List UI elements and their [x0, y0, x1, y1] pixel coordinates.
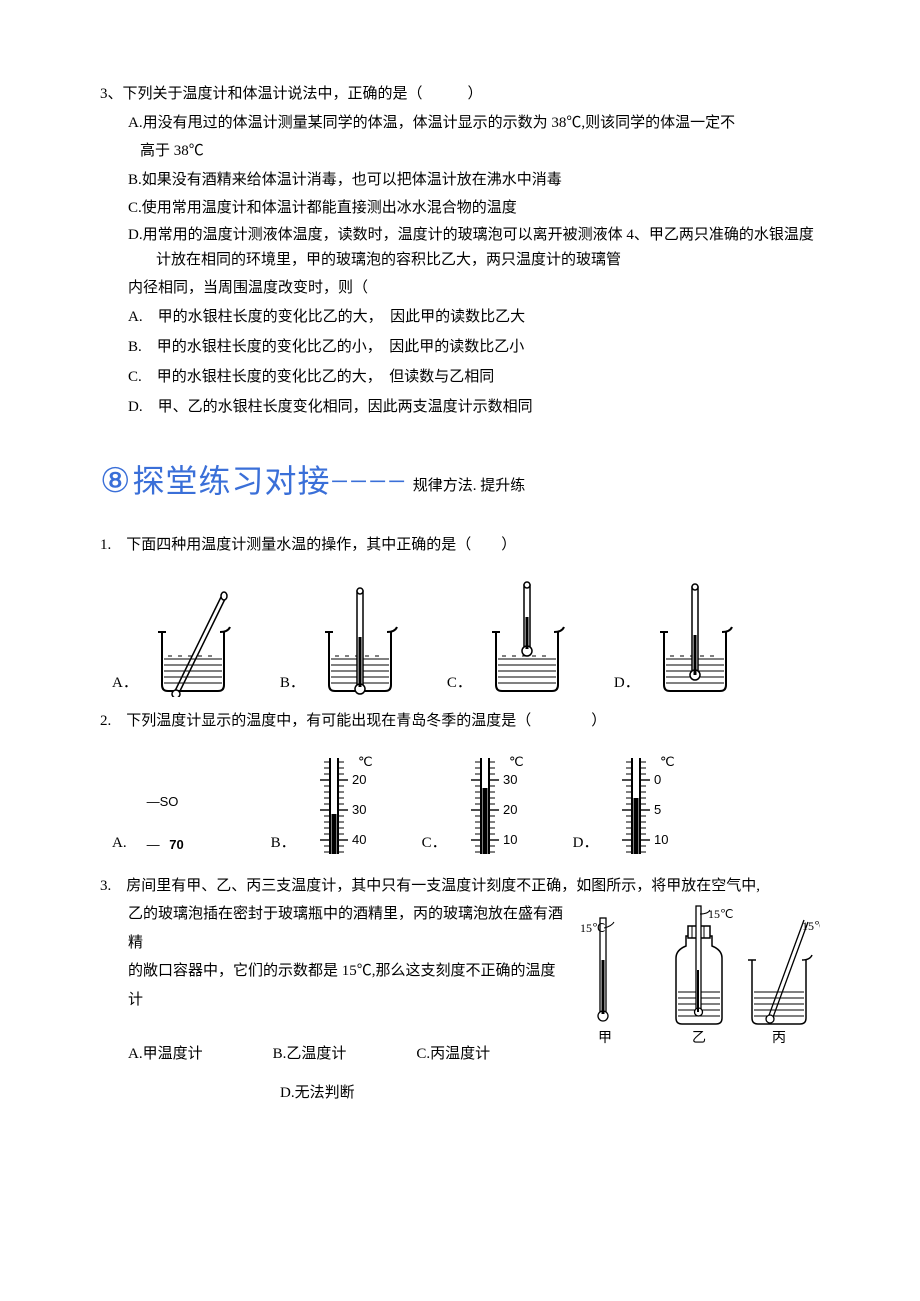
svg-text:甲: 甲 — [598, 1031, 612, 1046]
p2-labelB: B． — [271, 829, 296, 858]
p1-labelA: A． — [112, 669, 138, 698]
q3-optA: A.用没有甩过的体温计测量某同学的体温，体温计显示的示数为 38℃,则该同学的体… — [100, 109, 820, 138]
q3-optC: C.使用常用温度计和体温计都能直接测出冰水混合物的温度 — [100, 194, 820, 223]
p2-stem: 2. 下列温度计显示的温度中，有可能出现在青岛冬季的温度是（ ） — [100, 707, 820, 736]
p1-figures: A． — [112, 577, 820, 697]
svg-text:30: 30 — [352, 802, 366, 817]
p2-scaleC: ℃ 30 20 10 — [453, 750, 525, 858]
q4-optD: D. 甲、乙的水银柱长度变化相同，因此两支温度计示数相同 — [120, 392, 820, 422]
q3-optA-cont: 高于 38℃ — [100, 137, 820, 166]
section-8-subtitle: 规律方法. 提升练 — [413, 472, 526, 501]
section-8-number: ⑧ — [100, 450, 130, 515]
p2-figures: A. —SO — 70 B． ℃ 20 — [112, 750, 820, 858]
p1-labelB: B． — [280, 669, 305, 698]
p1-figB — [311, 577, 407, 697]
p3-stem3: 的敞口容器中，它们的示数都是 15℃,那么这支刻度不正确的温度计 — [100, 957, 570, 1014]
p3-optC: C.丙温度计 — [416, 1040, 490, 1069]
p2-labelC: C． — [422, 829, 447, 858]
svg-text:40: 40 — [352, 832, 366, 847]
svg-text:乙: 乙 — [692, 1030, 706, 1046]
svg-text:15℃: 15℃ — [580, 921, 605, 935]
p1-stem: 1. 下面四种用温度计测量水温的操作，其中正确的是（ ） — [100, 531, 820, 560]
q3-stem: 3、下列关于温度计和体温计说法中，正确的是（ ） — [100, 80, 820, 109]
p3-optD: D.无法判断 — [100, 1079, 570, 1108]
section-8-title: 探堂练习对接−−−− — [132, 451, 406, 512]
svg-text:15℃: 15℃ — [802, 919, 820, 933]
svg-text:℃: ℃ — [358, 754, 373, 769]
p2-scaleB: ℃ 20 30 40 — [302, 750, 374, 858]
p2-panelA: —SO — 70 — [133, 790, 223, 857]
svg-text:10: 10 — [654, 832, 668, 847]
p1-figA — [144, 577, 240, 697]
svg-text:0: 0 — [654, 772, 661, 787]
svg-text:20: 20 — [352, 772, 366, 787]
q3-optD: D.用常用的温度计测液体温度，读数时，温度计的玻璃泡可以离开被测液体 4、甲乙两… — [128, 223, 820, 274]
p2-labelD: D． — [573, 829, 599, 858]
svg-text:5: 5 — [654, 802, 661, 817]
svg-text:10: 10 — [503, 832, 517, 847]
svg-text:30: 30 — [503, 772, 517, 787]
q4-optA: A. 甲的水银柱长度的变化比乙的大， 因此甲的读数比乙大 — [120, 302, 820, 332]
p1-labelD: D． — [614, 669, 640, 698]
q4-stem: 内径相同，当周围温度改变时，则（ — [100, 274, 820, 303]
p2-labelA: A. — [112, 829, 127, 858]
svg-text:20: 20 — [503, 802, 517, 817]
p3-stem1: 3. 房间里有甲、乙、丙三支温度计，其中只有一支温度计刻度不正确，如图所示，将甲… — [100, 872, 820, 901]
svg-text:15℃: 15℃ — [708, 907, 733, 921]
svg-text:丙: 丙 — [772, 1031, 786, 1046]
p3-stem2: 乙的玻璃泡插在密封于玻璃瓶中的酒精里，丙的玻璃泡放在盛有酒精 — [100, 900, 570, 957]
p3-figure: 15℃ 甲 — [580, 900, 820, 1050]
svg-text:℃: ℃ — [660, 754, 675, 769]
p3-optA: A.甲温度计 — [128, 1040, 203, 1069]
q3-optB: B.如果没有酒精来给体温计消毒，也可以把体温计放在沸水中消毒 — [100, 166, 820, 195]
q4-optB: B. 甲的水银柱长度的变化比乙的小， 因此甲的读数比乙小 — [120, 332, 820, 362]
p1-labelC: C． — [447, 669, 472, 698]
svg-text:℃: ℃ — [509, 754, 524, 769]
p1-figC — [478, 577, 574, 697]
section-8-header: ⑧ 探堂练习对接−−−− 规律方法. 提升练 — [100, 450, 820, 515]
p2-scaleD: ℃ 0 5 10 — [604, 750, 676, 858]
q4-optC: C. 甲的水银柱长度的变化比乙的大， 但读数与乙相同 — [120, 362, 820, 392]
p1-figD — [646, 577, 742, 697]
p3-optB: B.乙温度计 — [273, 1040, 347, 1069]
